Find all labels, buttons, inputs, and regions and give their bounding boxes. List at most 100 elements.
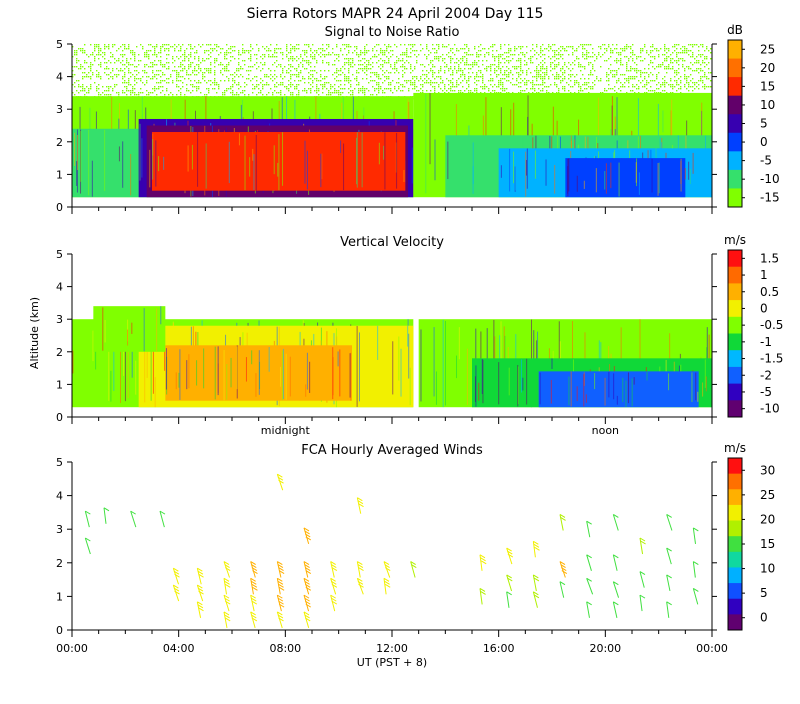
heatmap-cell (562, 88, 564, 90)
colorbar-swatch (728, 333, 742, 351)
heatmap-cell (208, 44, 210, 46)
heatmap-cell (336, 70, 338, 72)
heatmap-cell (254, 86, 256, 88)
heatmap-cell (624, 46, 626, 48)
heatmap-cell (342, 44, 344, 46)
heatmap-cell (208, 68, 210, 70)
heatmap-cell (448, 56, 450, 58)
heatmap-cell (356, 54, 358, 56)
heatmap-cell (392, 50, 394, 52)
heatmap-cell (288, 60, 290, 62)
heatmap-cell (232, 50, 234, 52)
heatmap-cell (492, 90, 494, 92)
heatmap-cell (232, 84, 234, 86)
wind-barb-flag (639, 594, 646, 599)
y-tick-label: 0 (56, 411, 63, 424)
heatmap-cell (700, 80, 702, 82)
heatmap-cell (384, 88, 386, 90)
heatmap-cell (222, 48, 224, 50)
heatmap-cell (644, 86, 646, 88)
colorbar-swatch (728, 132, 742, 152)
heatmap-cell (168, 68, 170, 70)
heatmap-streak (341, 102, 343, 130)
heatmap-cell (178, 80, 180, 82)
heatmap-cell (642, 80, 644, 82)
heatmap-cell (102, 92, 104, 94)
heatmap-cell (132, 92, 134, 94)
heatmap-cell (322, 88, 324, 90)
heatmap-cell (344, 76, 346, 78)
heatmap-streak (141, 126, 143, 190)
heatmap-cell (480, 70, 482, 72)
heatmap-cell (698, 62, 700, 64)
heatmap-cell (500, 62, 502, 64)
heatmap-cell (600, 46, 602, 48)
heatmap-cell (664, 82, 666, 84)
heatmap-cell (318, 90, 320, 92)
heatmap-cell (160, 64, 162, 66)
heatmap-cell (416, 90, 418, 92)
heatmap-cell (694, 70, 696, 72)
heatmap-cell (454, 66, 456, 68)
heatmap-cell (338, 94, 340, 96)
heatmap-cell (280, 84, 282, 86)
heatmap-cell (84, 68, 86, 70)
heatmap-cell (178, 72, 180, 74)
heatmap-cell (368, 64, 370, 66)
heatmap-cell (558, 62, 560, 64)
heatmap-cell (612, 50, 614, 52)
heatmap-cell (370, 94, 372, 96)
heatmap-cell (364, 52, 366, 54)
heatmap-cell (174, 50, 176, 52)
heatmap-cell (198, 60, 200, 62)
heatmap-cell (210, 72, 212, 74)
heatmap-cell (160, 92, 162, 94)
heatmap-cell (180, 94, 182, 96)
heatmap-cell (570, 80, 572, 82)
heatmap-cell (358, 92, 360, 94)
heatmap-cell (506, 52, 508, 54)
heatmap-cell (304, 90, 306, 92)
heatmap-cell (656, 66, 658, 68)
heatmap-cell (282, 54, 284, 56)
heatmap-cell (156, 56, 158, 58)
heatmap-cell (408, 90, 410, 92)
heatmap-streak (651, 158, 653, 193)
heatmap-streak (554, 164, 556, 194)
wind-barb-staff (330, 594, 336, 612)
wind-barb-flag (252, 570, 258, 574)
heatmap-cell (670, 60, 672, 62)
heatmap-cell (106, 74, 108, 76)
heatmap-cell (456, 58, 458, 60)
heatmap-cell (468, 48, 470, 50)
heatmap-cell (152, 76, 154, 78)
heatmap-cell (96, 70, 98, 72)
heatmap-cell (424, 78, 426, 80)
heatmap-cell (502, 82, 504, 84)
wind-barb-flag (304, 597, 310, 602)
heatmap-cell (204, 72, 206, 74)
heatmap-cell (574, 76, 576, 78)
colorbar-swatch (728, 58, 742, 78)
heatmap-cell (484, 54, 486, 56)
heatmap-cell (436, 44, 438, 46)
heatmap-cell (504, 72, 506, 74)
heatmap-cell (472, 64, 474, 66)
heatmap-cell (556, 50, 558, 52)
heatmap-cell (272, 54, 274, 56)
colorbar-label: 30 (760, 463, 775, 477)
heatmap-cell (338, 60, 340, 62)
heatmap-cell (436, 58, 438, 60)
heatmap-cell (440, 78, 442, 80)
heatmap-cell (292, 94, 294, 96)
heatmap-streak (165, 348, 167, 390)
heatmap-cell (128, 46, 130, 48)
heatmap-cell (274, 48, 276, 50)
heatmap-cell (422, 74, 424, 76)
heatmap-cell (648, 76, 650, 78)
heatmap-cell (138, 54, 140, 56)
wind-barb-flag (277, 473, 283, 478)
heatmap-cell (206, 44, 208, 46)
wind-barb-flag (224, 617, 231, 622)
heatmap-cell (498, 56, 500, 58)
